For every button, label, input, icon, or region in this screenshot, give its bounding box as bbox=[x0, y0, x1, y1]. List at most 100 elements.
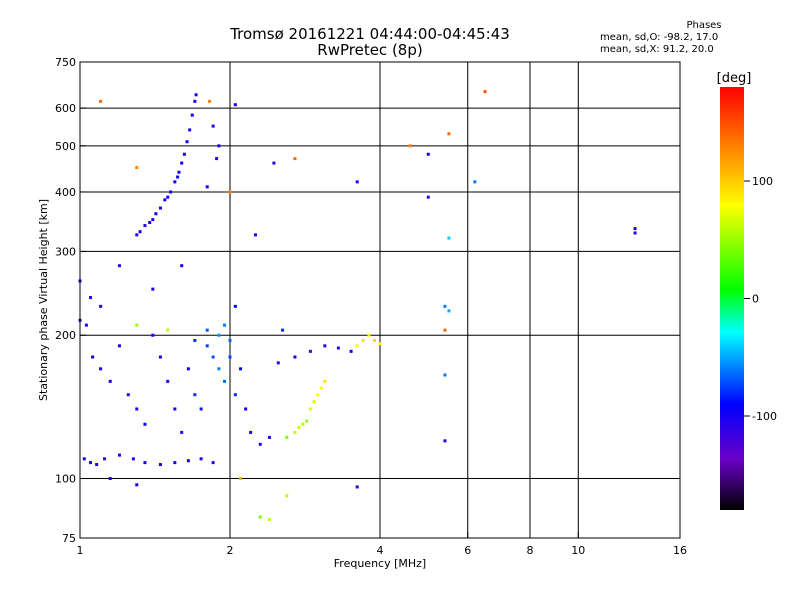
x-tick-label: 10 bbox=[571, 544, 585, 557]
x-tick-label: 16 bbox=[673, 544, 687, 557]
data-point bbox=[138, 230, 142, 234]
y-tick-label: 300 bbox=[55, 245, 76, 258]
x-tick-label: 6 bbox=[464, 544, 471, 557]
data-point bbox=[185, 140, 189, 144]
data-point bbox=[223, 323, 227, 327]
title-line-1: Tromsø 20161221 04:44:00-04:45:43 bbox=[230, 25, 510, 43]
data-point bbox=[158, 463, 162, 467]
data-point bbox=[281, 328, 285, 332]
data-point bbox=[239, 477, 243, 481]
data-point bbox=[151, 333, 155, 337]
data-point bbox=[301, 422, 305, 426]
data-point bbox=[233, 393, 237, 397]
data-point bbox=[473, 180, 477, 184]
data-point bbox=[158, 206, 162, 210]
data-point bbox=[355, 344, 359, 348]
data-point bbox=[223, 379, 227, 383]
data-point bbox=[108, 477, 112, 481]
y-tick-label: 200 bbox=[55, 329, 76, 342]
phases-line-x: mean, sd,X: 91.2, 20.0 bbox=[600, 44, 714, 55]
data-point bbox=[126, 393, 130, 397]
data-point bbox=[117, 453, 121, 457]
data-point bbox=[228, 338, 232, 342]
y-tick-label: 100 bbox=[55, 473, 76, 486]
data-point bbox=[143, 422, 147, 426]
data-point bbox=[267, 435, 271, 439]
data-point bbox=[135, 483, 139, 487]
data-point bbox=[272, 161, 276, 165]
data-point bbox=[99, 304, 103, 308]
data-point bbox=[239, 367, 243, 371]
x-axis-label: Frequency [MHz] bbox=[334, 557, 426, 570]
y-tick-label: 750 bbox=[55, 56, 76, 69]
data-point bbox=[169, 190, 173, 194]
data-point bbox=[211, 355, 215, 359]
data-point bbox=[186, 459, 190, 463]
data-point bbox=[336, 346, 340, 350]
data-point bbox=[426, 195, 430, 199]
data-point bbox=[244, 407, 248, 411]
data-point bbox=[233, 304, 237, 308]
data-point bbox=[447, 236, 451, 240]
data-point bbox=[180, 264, 184, 268]
data-point bbox=[217, 144, 221, 148]
data-point bbox=[253, 233, 257, 237]
data-point bbox=[143, 224, 147, 228]
data-point bbox=[443, 304, 447, 308]
x-tick-label: 8 bbox=[527, 544, 534, 557]
phases-header: Phases bbox=[686, 20, 722, 31]
colorbar-tick-label: 0 bbox=[752, 293, 759, 306]
y-tick-label: 600 bbox=[55, 102, 76, 115]
data-point bbox=[166, 379, 170, 383]
phases-line-o: mean, sd,O: -98.2, 17.0 bbox=[600, 32, 719, 43]
data-point bbox=[378, 342, 382, 346]
data-point bbox=[293, 355, 297, 359]
data-point bbox=[367, 333, 371, 337]
data-point bbox=[91, 355, 95, 359]
colorbar-ticks: 100 0 -100 bbox=[744, 175, 777, 423]
data-point bbox=[99, 367, 103, 371]
data-point bbox=[99, 99, 103, 103]
data-point bbox=[447, 309, 451, 313]
data-point bbox=[89, 296, 93, 300]
data-point bbox=[308, 407, 312, 411]
data-point bbox=[211, 124, 215, 128]
data-point bbox=[323, 379, 327, 383]
data-point bbox=[373, 338, 377, 342]
data-point bbox=[355, 485, 359, 489]
data-point bbox=[215, 157, 219, 161]
data-point bbox=[193, 99, 197, 103]
y-tick-label: 500 bbox=[55, 140, 76, 153]
data-point bbox=[633, 227, 637, 231]
data-point bbox=[258, 442, 262, 446]
data-point bbox=[217, 333, 221, 337]
data-point bbox=[166, 195, 170, 199]
data-point bbox=[211, 461, 215, 465]
data-point bbox=[443, 439, 447, 443]
data-point bbox=[117, 264, 121, 268]
data-point bbox=[89, 461, 93, 465]
data-point bbox=[276, 361, 280, 365]
data-point bbox=[176, 175, 180, 179]
data-point bbox=[103, 457, 107, 461]
x-tick-label: 2 bbox=[227, 544, 234, 557]
data-point bbox=[293, 157, 297, 161]
data-point bbox=[233, 103, 237, 107]
data-point bbox=[199, 457, 203, 461]
data-point bbox=[205, 185, 209, 189]
data-point bbox=[208, 99, 212, 103]
data-point bbox=[163, 198, 167, 202]
data-point bbox=[199, 407, 203, 411]
data-point bbox=[285, 435, 289, 439]
data-point bbox=[323, 344, 327, 348]
data-point bbox=[186, 367, 190, 371]
data-points bbox=[78, 90, 637, 522]
data-point bbox=[95, 463, 99, 467]
data-point bbox=[228, 190, 232, 194]
data-point bbox=[131, 457, 135, 461]
data-point bbox=[194, 93, 198, 97]
data-point bbox=[135, 166, 139, 170]
data-point bbox=[158, 355, 162, 359]
data-point bbox=[193, 338, 197, 342]
data-point bbox=[143, 461, 147, 465]
